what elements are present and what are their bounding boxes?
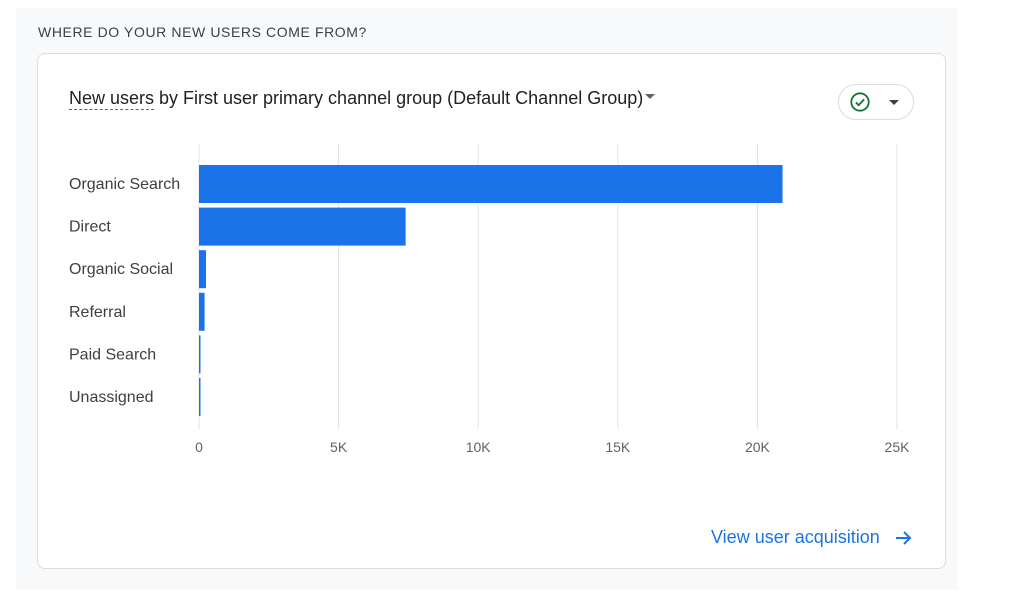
chevron-down-icon[interactable] (645, 93, 656, 99)
section-heading: WHERE DO YOUR NEW USERS COME FROM? (38, 24, 367, 40)
x-tick-label: 10K (466, 439, 492, 455)
view-user-acquisition-link[interactable]: View user acquisition (711, 527, 913, 548)
card-title: New users by First user primary channel … (69, 88, 656, 110)
dimension-selector[interactable]: by First user primary channel group (Def… (154, 88, 644, 108)
bar[interactable] (199, 250, 206, 289)
arrow-right-icon (895, 531, 912, 545)
y-category-label: Organic Search (69, 176, 180, 193)
x-tick-label: 5K (330, 439, 348, 455)
chevron-down-icon (889, 100, 899, 105)
x-tick-label: 0 (195, 439, 203, 455)
bar[interactable] (199, 335, 201, 374)
bar-chart: 0 5K 10K 15K 20K 25K Organic Search Direct Organ… (69, 144, 911, 455)
page-margin (958, 8, 1024, 590)
status-dropdown-button[interactable] (838, 84, 914, 120)
y-category-label: Referral (69, 304, 126, 321)
y-category-label: Organic Social (69, 261, 173, 278)
bar[interactable] (199, 165, 783, 203)
metric-selector[interactable]: New users (69, 88, 155, 110)
x-tick-label: 20K (745, 439, 771, 455)
y-category-label: Unassigned (69, 389, 154, 406)
x-tick-label: 15K (605, 439, 631, 455)
chart-card: New users by First user primary channel … (37, 53, 946, 569)
y-category-label: Paid Search (69, 346, 156, 363)
x-tick-label: 25K (885, 439, 911, 455)
y-category-label: Direct (69, 219, 111, 236)
bar[interactable] (199, 207, 406, 246)
bar[interactable] (199, 378, 201, 416)
view-user-acquisition-label: View user acquisition (711, 527, 880, 547)
check-circle-icon (850, 92, 870, 112)
bar[interactable] (199, 292, 205, 331)
